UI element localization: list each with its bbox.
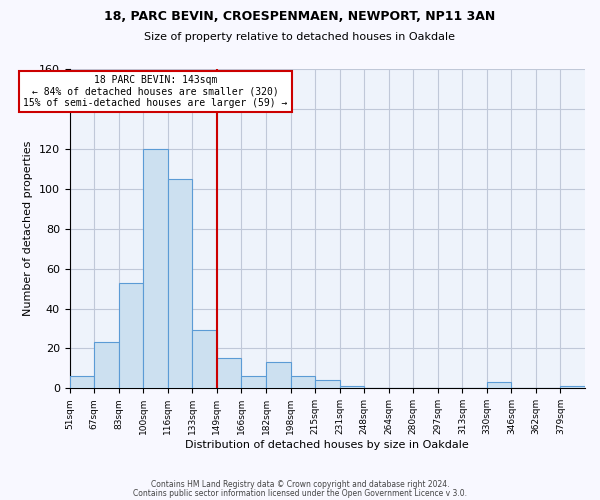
Bar bbox=[290, 376, 315, 388]
Bar bbox=[266, 362, 290, 388]
Text: 18, PARC BEVIN, CROESPENMAEN, NEWPORT, NP11 3AN: 18, PARC BEVIN, CROESPENMAEN, NEWPORT, N… bbox=[104, 10, 496, 23]
X-axis label: Distribution of detached houses by size in Oakdale: Distribution of detached houses by size … bbox=[185, 440, 469, 450]
Bar bbox=[119, 282, 143, 389]
Bar bbox=[217, 358, 241, 388]
Bar bbox=[193, 330, 217, 388]
Bar bbox=[340, 386, 364, 388]
Bar bbox=[487, 382, 511, 388]
Bar bbox=[168, 179, 193, 388]
Text: Size of property relative to detached houses in Oakdale: Size of property relative to detached ho… bbox=[145, 32, 455, 42]
Text: Contains public sector information licensed under the Open Government Licence v : Contains public sector information licen… bbox=[133, 488, 467, 498]
Bar bbox=[70, 376, 94, 388]
Bar bbox=[94, 342, 119, 388]
Bar bbox=[143, 149, 168, 388]
Text: 18 PARC BEVIN: 143sqm
← 84% of detached houses are smaller (320)
15% of semi-det: 18 PARC BEVIN: 143sqm ← 84% of detached … bbox=[23, 75, 288, 108]
Text: Contains HM Land Registry data © Crown copyright and database right 2024.: Contains HM Land Registry data © Crown c… bbox=[151, 480, 449, 489]
Y-axis label: Number of detached properties: Number of detached properties bbox=[23, 141, 33, 316]
Bar bbox=[241, 376, 266, 388]
Bar bbox=[560, 386, 585, 388]
Bar bbox=[315, 380, 340, 388]
